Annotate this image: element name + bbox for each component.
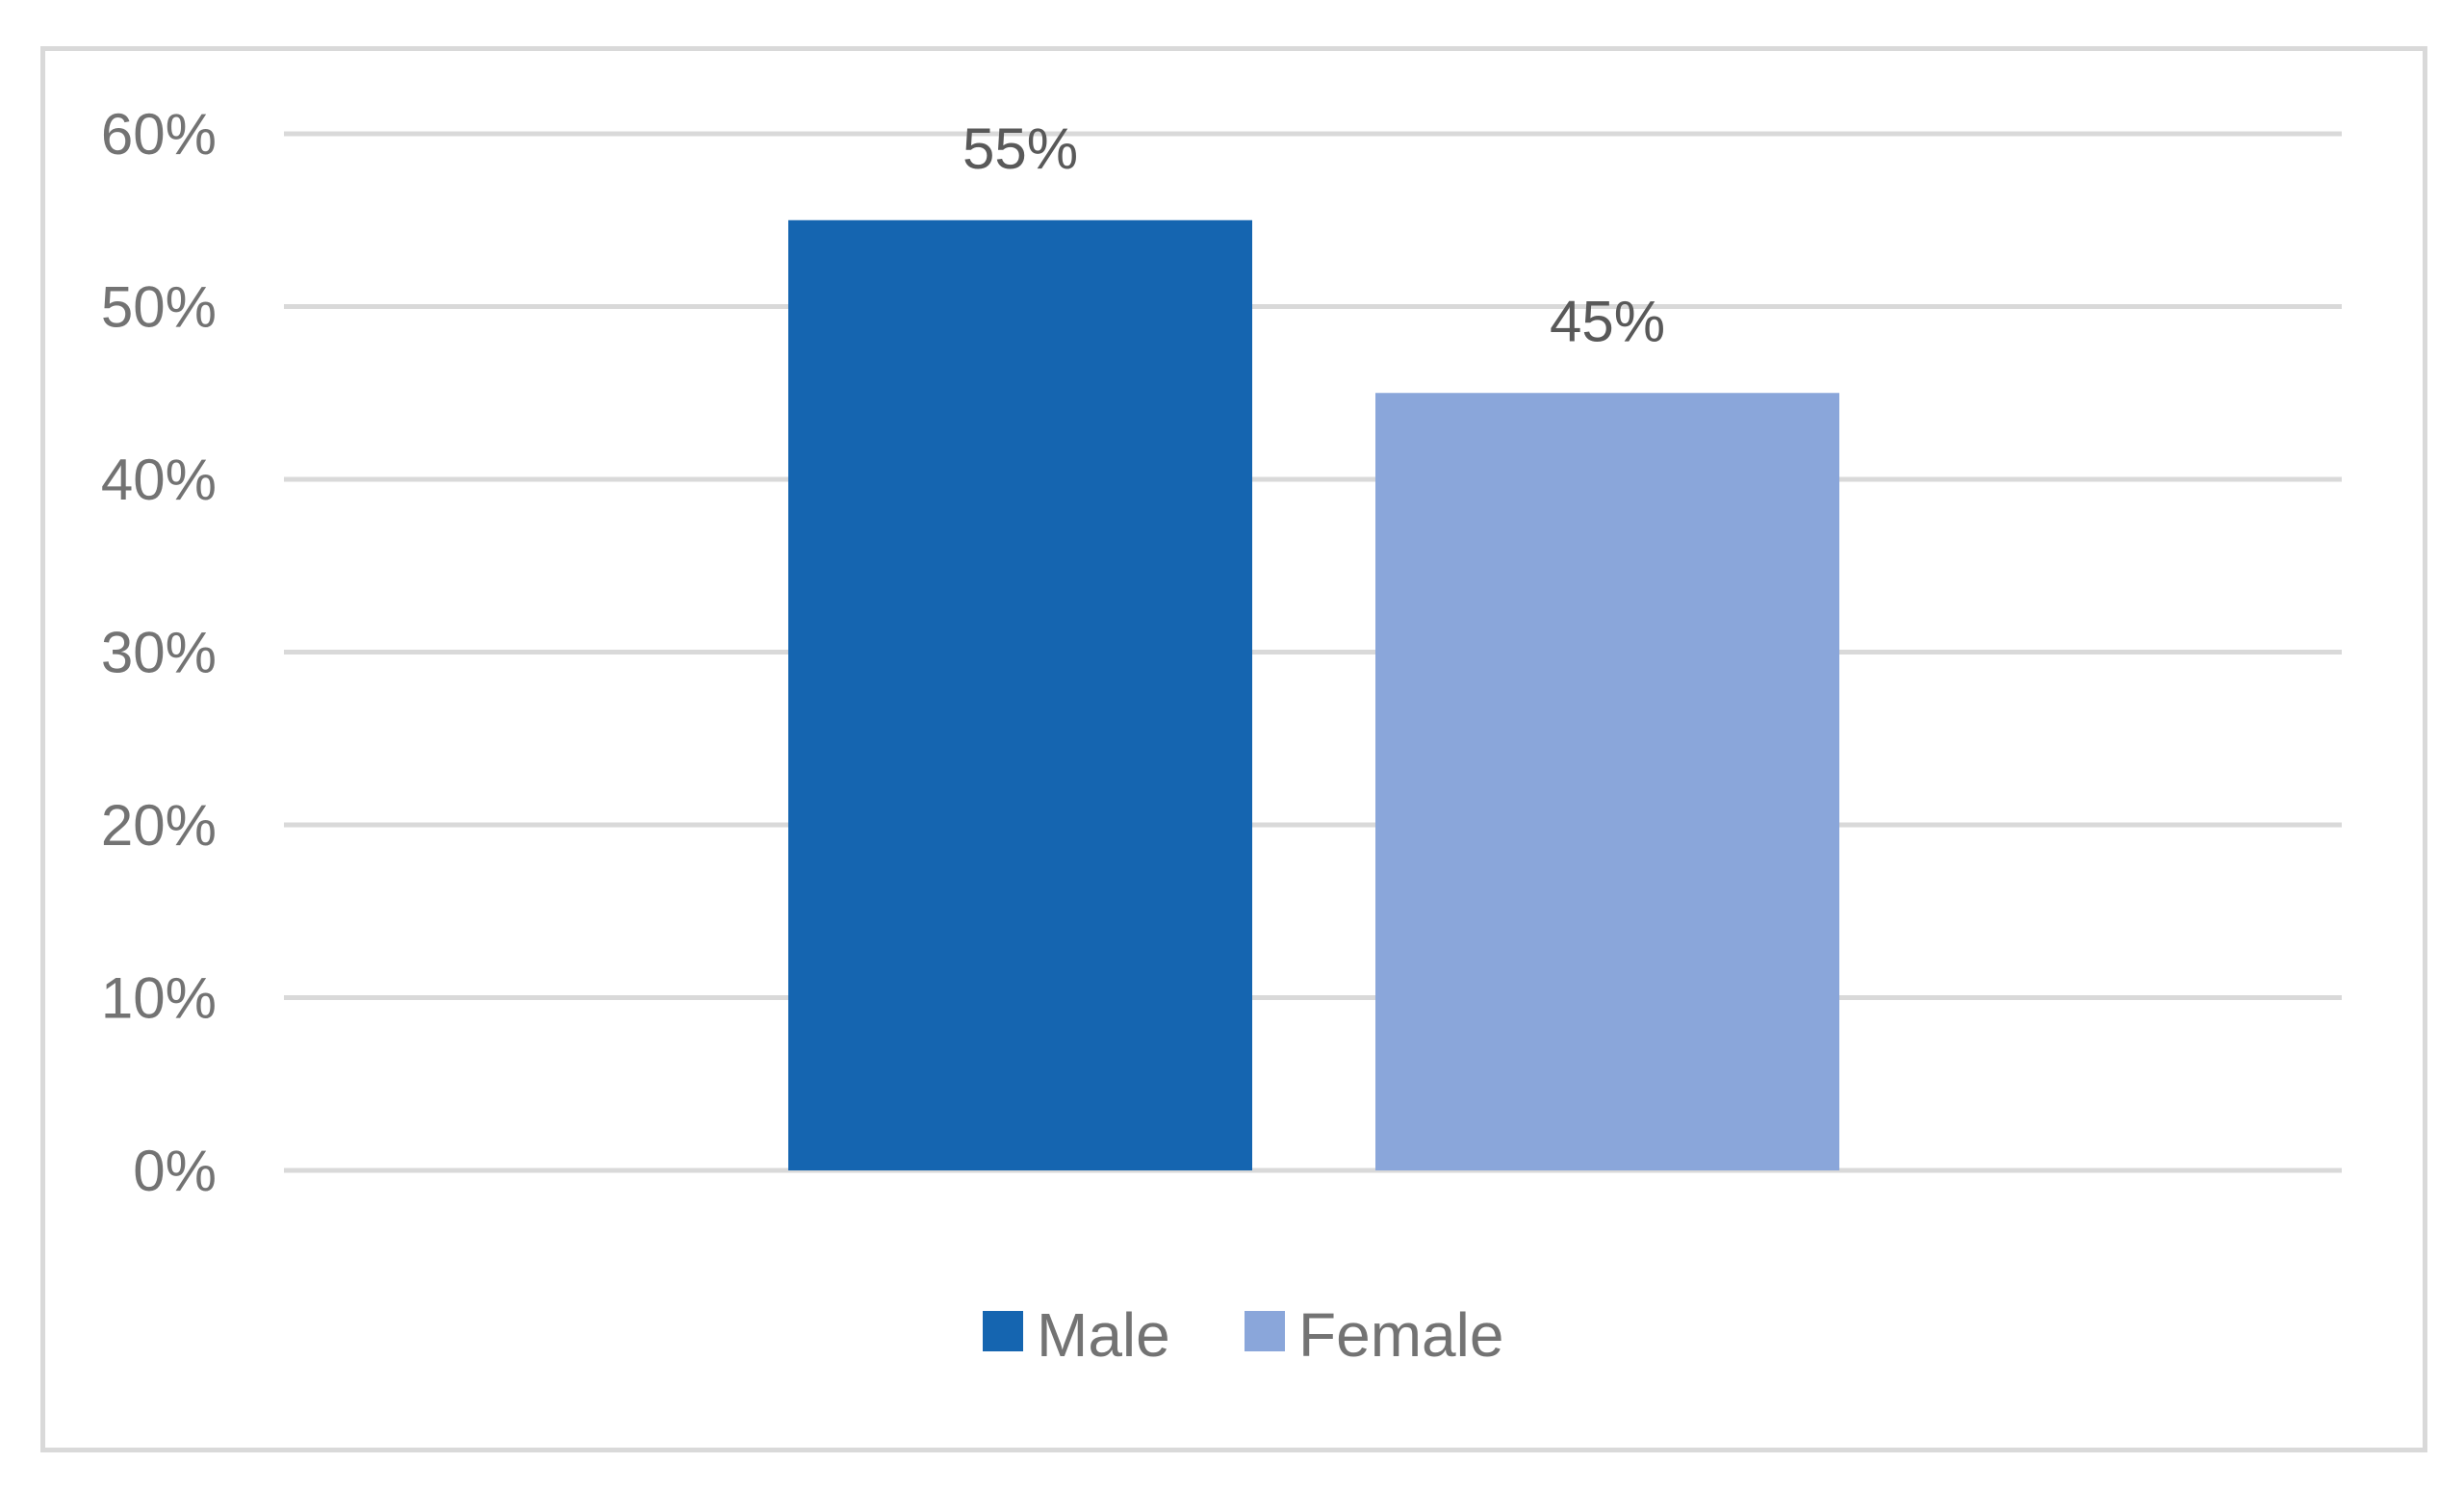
y-tick-label: 10% xyxy=(101,966,217,1031)
legend-label-female: Female xyxy=(1298,1300,1503,1370)
bar-female xyxy=(1375,393,1839,1170)
y-tick-label: 50% xyxy=(101,275,217,340)
data-label-female: 45% xyxy=(1550,289,1665,353)
legend: Male Female xyxy=(983,1300,1503,1370)
y-axis-tick-labels: 0% 10% 20% 30% 40% 50% 60% xyxy=(101,102,217,1203)
legend-swatch-female xyxy=(1245,1311,1285,1351)
y-tick-label: 60% xyxy=(101,102,217,167)
y-tick-label: 0% xyxy=(133,1139,217,1203)
y-tick-label: 40% xyxy=(101,448,217,512)
legend-label-male: Male xyxy=(1037,1300,1170,1370)
data-labels: 55% 45% xyxy=(962,116,1665,354)
gridlines xyxy=(284,131,2342,1173)
y-tick-label: 30% xyxy=(101,621,217,685)
data-label-male: 55% xyxy=(962,116,1078,181)
y-tick-label: 20% xyxy=(101,793,217,858)
legend-swatch-male xyxy=(983,1311,1023,1351)
bars xyxy=(788,219,1839,1170)
bar-male xyxy=(788,219,1252,1170)
